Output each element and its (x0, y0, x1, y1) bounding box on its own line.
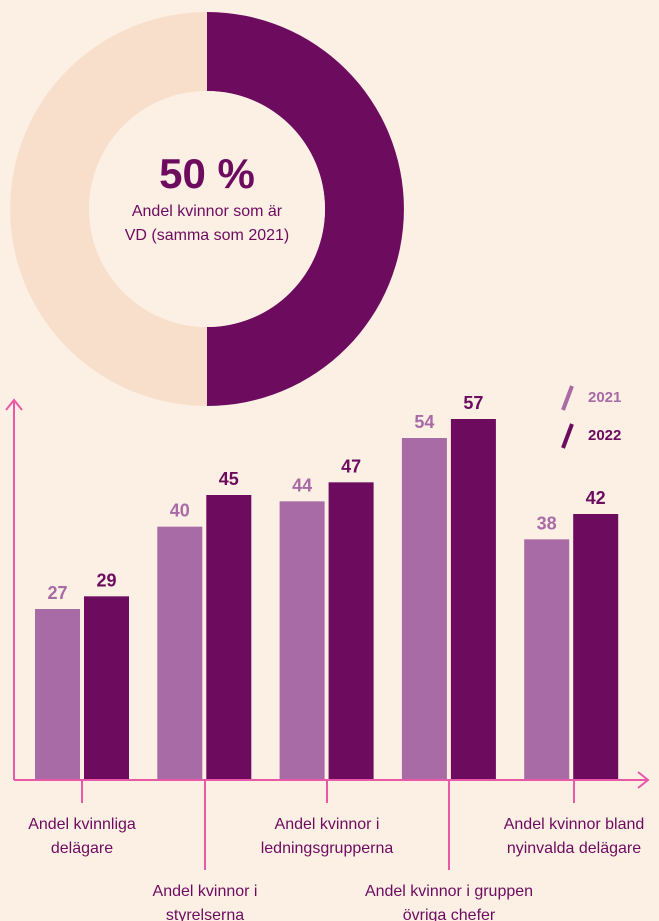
bar (157, 526, 203, 780)
bar-value-label: 47 (341, 456, 361, 476)
bar-value-label: 45 (219, 469, 239, 489)
donut-segment (207, 12, 404, 406)
bar (328, 482, 374, 780)
x-category-label: Andel kvinnliga delägare (28, 816, 136, 857)
bar (524, 539, 570, 780)
donut-annotation: Andel kvinnor som är VD (samma som 2021) (124, 203, 290, 244)
y-axis-arrow (5, 398, 23, 411)
bar-value-label: 40 (170, 501, 190, 521)
x-category-label: Andel kvinnor i gruppen övriga chefer (364, 883, 534, 921)
bar-value-label: 27 (47, 583, 67, 603)
bar-value-label: 44 (292, 475, 312, 495)
bar (401, 438, 447, 780)
legend-label: 2022 (588, 427, 621, 444)
x-category-label: Andel kvinnor i ledningsgrupperna (260, 816, 394, 857)
bar (206, 495, 252, 780)
bar-value-label: 57 (463, 393, 483, 413)
bar-value-label: 29 (96, 570, 116, 590)
bar (84, 596, 129, 780)
bar (450, 419, 496, 780)
legend-swatch (561, 423, 574, 449)
x-category-label: Andel kvinnor i styrelserna (152, 883, 258, 921)
donut-value-label: 50 % (159, 150, 255, 197)
donut-segment (10, 12, 208, 406)
legend-swatch (561, 385, 574, 411)
bar-value-label: 54 (414, 412, 434, 432)
bar (35, 609, 80, 780)
donut-hole (89, 91, 325, 327)
bar (573, 514, 619, 780)
legend-label: 2021 (588, 389, 621, 406)
x-category-label: Andel kvinnor bland nyinvalda delägare (503, 816, 645, 857)
x-axis-arrow (637, 771, 650, 789)
bar-value-label: 42 (586, 488, 606, 508)
bar (279, 501, 325, 780)
bar-value-label: 38 (537, 513, 557, 533)
